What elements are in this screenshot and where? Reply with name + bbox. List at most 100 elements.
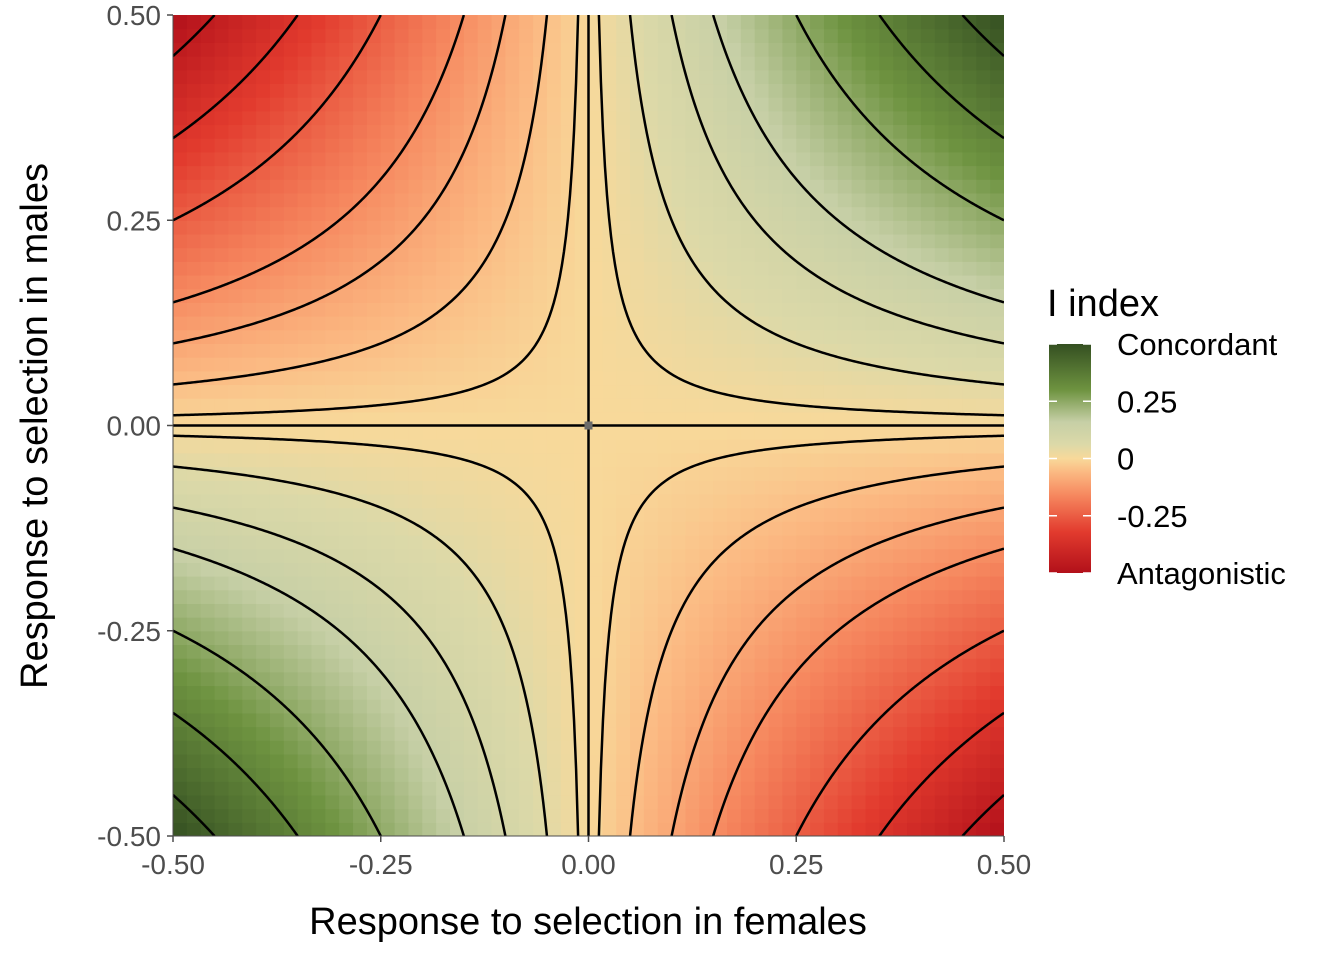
- heatmap-cell: [283, 781, 299, 796]
- heatmap-cell: [477, 220, 493, 235]
- heatmap-cell: [643, 808, 659, 823]
- heatmap-cell: [879, 124, 894, 139]
- heatmap-cell: [477, 685, 493, 700]
- heatmap-cell: [519, 589, 534, 604]
- heatmap-cell: [893, 288, 908, 303]
- heatmap-cell: [616, 165, 631, 180]
- heatmap-cell: [588, 233, 603, 249]
- heatmap-cell: [269, 562, 285, 577]
- heatmap-cell: [366, 466, 382, 481]
- heatmap-cell: [588, 179, 603, 194]
- heatmap-cell: [436, 274, 451, 290]
- heatmap-cell: [782, 685, 797, 700]
- heatmap-cell: [533, 261, 548, 276]
- heatmap-cell: [505, 398, 520, 413]
- heatmap-cell: [200, 151, 216, 167]
- heatmap-cell: [920, 603, 936, 618]
- heatmap-cell: [962, 42, 977, 57]
- heatmap-cell: [283, 398, 299, 413]
- heatmap-cell: [339, 685, 354, 700]
- heatmap-cell: [685, 151, 700, 167]
- heatmap-cell: [380, 603, 396, 618]
- heatmap-cell: [186, 617, 202, 632]
- heatmap-cell: [879, 261, 894, 276]
- heatmap-cell: [533, 548, 548, 563]
- heatmap-cell: [754, 179, 770, 194]
- heatmap-cell: [657, 425, 673, 440]
- heatmap-cell: [533, 671, 548, 687]
- heatmap-cell: [463, 192, 479, 208]
- heatmap-cell: [810, 179, 825, 194]
- heatmap-cell: [879, 630, 894, 646]
- heatmap-cell: [505, 384, 520, 399]
- heatmap-cell: [477, 398, 493, 413]
- heatmap-cell: [353, 97, 368, 112]
- heatmap-cell: [934, 712, 950, 728]
- heatmap-cell: [920, 658, 936, 673]
- heatmap-cell: [366, 220, 382, 235]
- heatmap-cell: [643, 206, 659, 221]
- heatmap-cell: [380, 83, 396, 98]
- heatmap-cell: [297, 439, 313, 454]
- heatmap-cell: [297, 521, 313, 536]
- heatmap-cell: [851, 247, 867, 262]
- heatmap-cell: [727, 521, 742, 536]
- heatmap-cell: [436, 794, 451, 810]
- heatmap-cell: [699, 671, 714, 687]
- heatmap-cell: [325, 452, 340, 468]
- heatmap-cell: [865, 56, 880, 71]
- heatmap-cell: [893, 83, 908, 98]
- heatmap-cell: [671, 179, 687, 194]
- heatmap-cell: [948, 753, 964, 769]
- heatmap-cell: [519, 658, 534, 673]
- heatmap-cell: [643, 781, 659, 796]
- heatmap-cell: [907, 110, 922, 126]
- heatmap-cell: [837, 15, 853, 30]
- heatmap-cell: [242, 192, 257, 208]
- heatmap-cell: [727, 179, 742, 194]
- heatmap-cell: [948, 110, 964, 126]
- heatmap-cell: [173, 753, 188, 769]
- heatmap-cell: [533, 274, 548, 290]
- heatmap-cell: [934, 83, 950, 98]
- heatmap-cell: [893, 644, 908, 659]
- heatmap-cell: [796, 808, 811, 823]
- heatmap-cell: [477, 439, 493, 454]
- heatmap-cell: [643, 370, 659, 386]
- heatmap-cell: [671, 69, 687, 85]
- heatmap-cell: [436, 83, 451, 98]
- heatmap-cell: [283, 370, 299, 386]
- heatmap-cell: [685, 562, 700, 577]
- heatmap-cell: [643, 302, 659, 317]
- heatmap-cell: [228, 110, 243, 126]
- heatmap-cell: [643, 589, 659, 604]
- heatmap-cell: [256, 274, 271, 290]
- heatmap-cell: [408, 630, 423, 646]
- heatmap-cell: [630, 822, 645, 836]
- heatmap-cell: [491, 97, 506, 112]
- heatmap-cell: [242, 15, 257, 30]
- heatmap-cell: [713, 97, 728, 112]
- heatmap-cell: [879, 288, 894, 303]
- heatmap-cell: [976, 480, 991, 495]
- heatmap-cell: [173, 384, 188, 399]
- heatmap-cell: [366, 42, 382, 57]
- heatmap-cell: [768, 247, 783, 262]
- heatmap-cell: [976, 56, 991, 71]
- heatmap-cell: [713, 726, 728, 741]
- heatmap-cell: [228, 794, 243, 810]
- heatmap-cell: [934, 480, 950, 495]
- heatmap-cell: [173, 617, 188, 632]
- heatmap-cell: [519, 192, 534, 208]
- heatmap-cell: [782, 220, 797, 235]
- heatmap-cell: [671, 316, 687, 331]
- heatmap-cell: [560, 712, 576, 728]
- heatmap-cell: [685, 439, 700, 454]
- heatmap-cell: [713, 411, 728, 427]
- heatmap-cell: [533, 589, 548, 604]
- heatmap-cell: [256, 124, 271, 139]
- heatmap-cell: [837, 151, 853, 167]
- heatmap-cell: [242, 480, 257, 495]
- heatmap-cell: [228, 97, 243, 112]
- heatmap-cell: [754, 329, 770, 344]
